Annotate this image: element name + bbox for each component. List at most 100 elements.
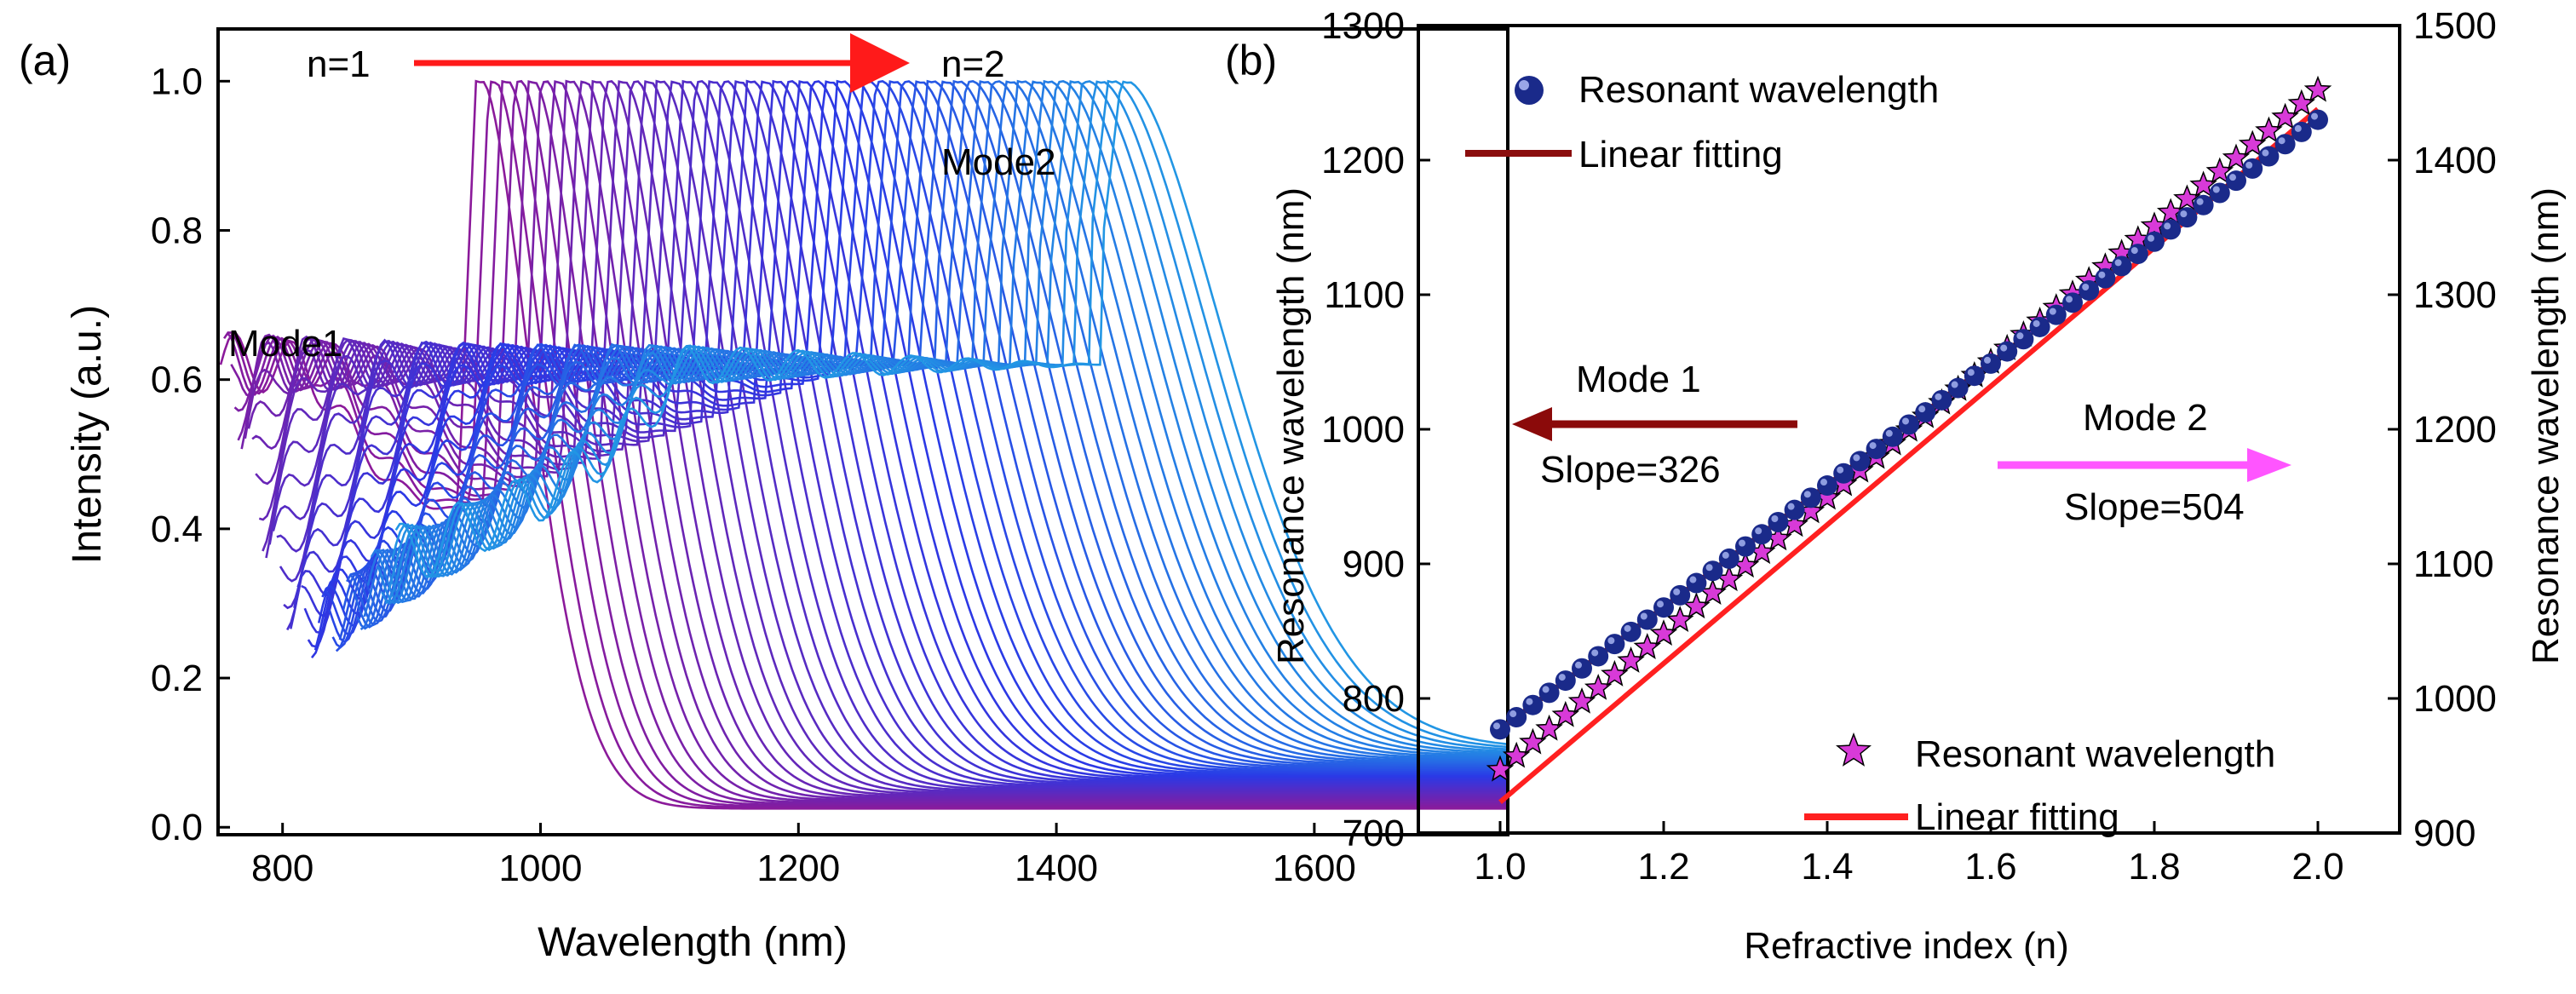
mode1-point-highlight	[2130, 247, 2138, 255]
mode1-label: Mode1	[228, 323, 343, 365]
mode1-point-highlight	[2098, 271, 2106, 279]
y-tick-label: 0.2	[151, 658, 203, 699]
mode1-point	[2095, 267, 2116, 289]
mode2-title: Mode 2	[2083, 397, 2208, 439]
spectrum-curve	[346, 80, 1508, 767]
mode1-point	[2242, 158, 2263, 179]
mode1-point-highlight	[1755, 527, 1762, 535]
mode2-point	[1584, 673, 1613, 700]
panel-a-frame	[216, 27, 1509, 836]
spectrum-curve	[286, 80, 1508, 787]
y-tick-label: 700	[1343, 813, 1405, 854]
mode1-point-highlight	[1509, 710, 1517, 718]
mode1-point-highlight	[1967, 369, 1975, 376]
mode1-point	[1784, 499, 1805, 520]
spectrum-curve	[247, 80, 1508, 801]
mode1-point	[1490, 719, 1510, 740]
mode1-point-highlight	[2066, 296, 2073, 303]
mode1-point-highlight	[1673, 588, 1681, 595]
mode1-point-highlight	[2000, 344, 2008, 352]
y-tick-label: 0.0	[151, 807, 203, 848]
mode2-annotation: Mode 2 Slope=504	[1998, 397, 2291, 528]
panel-b-left-y-axis: 700 800 900 1000 1100 1200 1300	[1321, 5, 1430, 854]
mode1-point-highlight	[2196, 198, 2204, 205]
mode1-point	[2308, 109, 2328, 130]
x-tick-label: 1000	[499, 847, 583, 889]
y-tick-label: 1000	[1321, 409, 1405, 451]
mode1-annotation: Mode 1 Slope=326	[1512, 359, 1797, 491]
mode1-point	[1849, 451, 1871, 472]
mode1-point	[1882, 426, 1903, 447]
mode1-point-highlight	[2164, 222, 2171, 230]
mode1-point	[2160, 219, 2182, 240]
spectrum-curve	[391, 79, 1508, 749]
mode1-point	[2226, 170, 2246, 192]
mode2-point	[1567, 687, 1596, 714]
x-tick-label: 1.6	[1964, 846, 2016, 888]
mode1-point	[2176, 207, 2198, 228]
mode1-point-highlight	[1853, 454, 1860, 462]
x-tick-label: 1.0	[1474, 846, 1526, 888]
mode1-point	[1866, 439, 1887, 460]
spectrum-curve	[244, 79, 1508, 802]
spectrum-curve	[335, 80, 1508, 771]
y2-tick-label: 1000	[2413, 678, 2497, 720]
mode1-point	[2111, 256, 2132, 277]
panel-a-x-axis: 800 1000 1200 1400 1600	[251, 823, 1356, 889]
spectrum-curve	[223, 80, 1508, 809]
mode1-point	[2291, 121, 2312, 142]
mode1-point-highlight	[2082, 284, 2090, 291]
n-start-label: n=1	[307, 43, 371, 85]
mode1-point-highlight	[2311, 112, 2318, 120]
mode1-point	[1604, 634, 1625, 655]
mode1-point-highlight	[1918, 405, 1926, 413]
mode1-point-highlight	[1722, 551, 1729, 559]
spectrum-curve	[301, 79, 1508, 783]
spectrum-curves	[219, 79, 1508, 810]
mode1-point	[2127, 244, 2148, 265]
mode1-slope: Slope=326	[1540, 449, 1721, 491]
mode1-point-highlight	[1869, 442, 1877, 450]
mode1-point	[1620, 621, 1642, 642]
mode1-point-highlight	[2294, 124, 2302, 132]
mode1-point-highlight	[2033, 319, 2040, 327]
mode1-point-highlight	[1689, 576, 1697, 583]
mode2-point	[1535, 714, 1563, 741]
x-tick-label: 2.0	[2291, 846, 2343, 888]
mode1-point	[1522, 694, 1544, 715]
spectrum-curve	[363, 80, 1508, 761]
mode1-point	[1931, 389, 1952, 411]
mode2-label: Mode2	[941, 141, 1056, 183]
spectrum-curve	[303, 80, 1508, 781]
y2-tick-label: 1100	[2413, 543, 2494, 585]
mode1-point-highlight	[1935, 393, 1942, 400]
y-tick-label: 1.0	[151, 60, 203, 102]
legend-sphere-marker	[1515, 76, 1544, 105]
mode1-point-highlight	[1657, 600, 1664, 608]
mode1-point	[1735, 536, 1756, 557]
mode1-point-highlight	[2016, 332, 2024, 340]
y-tick-label: 900	[1343, 543, 1405, 585]
mode1-point	[1964, 365, 1985, 387]
spectrum-curve	[237, 80, 1508, 804]
mode1-point	[2209, 182, 2230, 204]
spectrum-curve	[233, 80, 1508, 805]
mode1-point-highlight	[1624, 624, 1631, 632]
mode1-point	[1702, 560, 1723, 582]
y-tick-label: 1300	[1321, 5, 1405, 47]
mode1-point-highlight	[1493, 722, 1500, 730]
spectrum-curve	[279, 80, 1508, 790]
mode2-point	[1551, 700, 1580, 727]
spectrum-curve	[276, 79, 1508, 791]
mode1-point	[1768, 511, 1789, 532]
mode2-point	[2303, 75, 2332, 102]
mode1-point-highlight	[1803, 491, 1811, 498]
mode1-point-highlight	[1951, 381, 1958, 388]
mode1-point-highlight	[1542, 686, 1550, 693]
panel-a-y-axis-title: Intensity (a.u.)	[65, 305, 110, 564]
mode1-point	[1833, 463, 1854, 484]
mode1-point	[1947, 377, 1969, 399]
x-tick-label: 1400	[1015, 847, 1098, 889]
legend-star-marker	[1835, 732, 1872, 767]
